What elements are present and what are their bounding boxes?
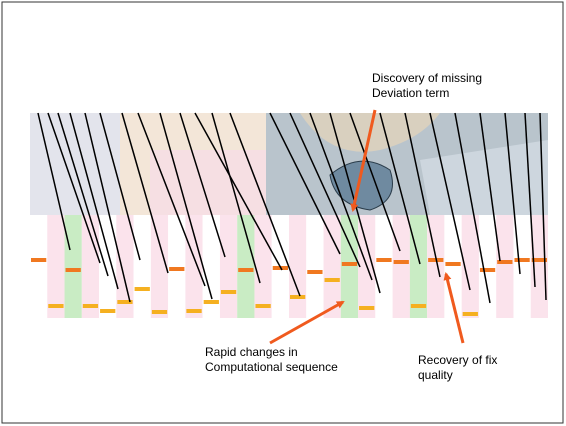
timeline-column — [393, 215, 410, 318]
timeline-marker — [394, 260, 409, 264]
timeline-column — [479, 215, 496, 318]
timeline-marker — [480, 268, 495, 272]
timeline-column — [47, 215, 64, 318]
timeline-marker — [342, 262, 357, 266]
timeline-marker — [238, 268, 253, 272]
timeline-column — [306, 215, 323, 318]
timeline-column — [324, 215, 341, 318]
timeline-column — [185, 215, 202, 318]
timeline-marker — [169, 267, 184, 271]
timeline-marker — [376, 258, 391, 262]
timeline-marker — [204, 300, 219, 304]
timeline-marker — [255, 304, 270, 308]
map-left-tint — [30, 113, 120, 215]
timeline-column — [30, 215, 47, 318]
annotation: Computational sequence — [205, 360, 338, 374]
annotation: Recovery of fix — [418, 353, 497, 367]
timeline-marker — [359, 306, 374, 310]
timeline-column — [134, 215, 151, 318]
timeline-column — [410, 215, 427, 318]
timeline-marker — [135, 287, 150, 291]
timeline-marker — [66, 268, 81, 272]
timeline-marker — [307, 270, 322, 274]
page: Discovery of missing Deviation term Rapi… — [0, 0, 566, 426]
timeline-marker — [152, 310, 167, 314]
timeline-column — [289, 215, 306, 318]
timeline-marker — [514, 258, 529, 262]
timeline-marker — [411, 304, 426, 308]
timeline-marker — [290, 295, 305, 299]
timeline-marker — [48, 304, 63, 308]
timeline-column — [375, 215, 392, 318]
timeline-marker — [445, 262, 460, 266]
timeline-marker — [463, 312, 478, 316]
timeline-marker — [83, 304, 98, 308]
timeline-marker — [186, 309, 201, 313]
timeline-column — [496, 215, 513, 318]
annotation: Discovery of missing — [372, 71, 482, 85]
timeline-column — [65, 215, 82, 318]
annotation: Deviation term — [372, 86, 449, 100]
annotation: quality — [418, 368, 453, 382]
timeline-column — [220, 215, 237, 318]
annotation: Rapid changes in — [205, 345, 298, 359]
timeline-column — [254, 215, 271, 318]
timeline-marker — [31, 258, 46, 262]
slide: Discovery of missing Deviation term Rapi… — [0, 0, 566, 426]
timeline-column — [82, 215, 99, 318]
timeline-marker — [221, 290, 236, 294]
timeline-marker — [100, 309, 115, 313]
timeline-marker — [325, 278, 340, 282]
